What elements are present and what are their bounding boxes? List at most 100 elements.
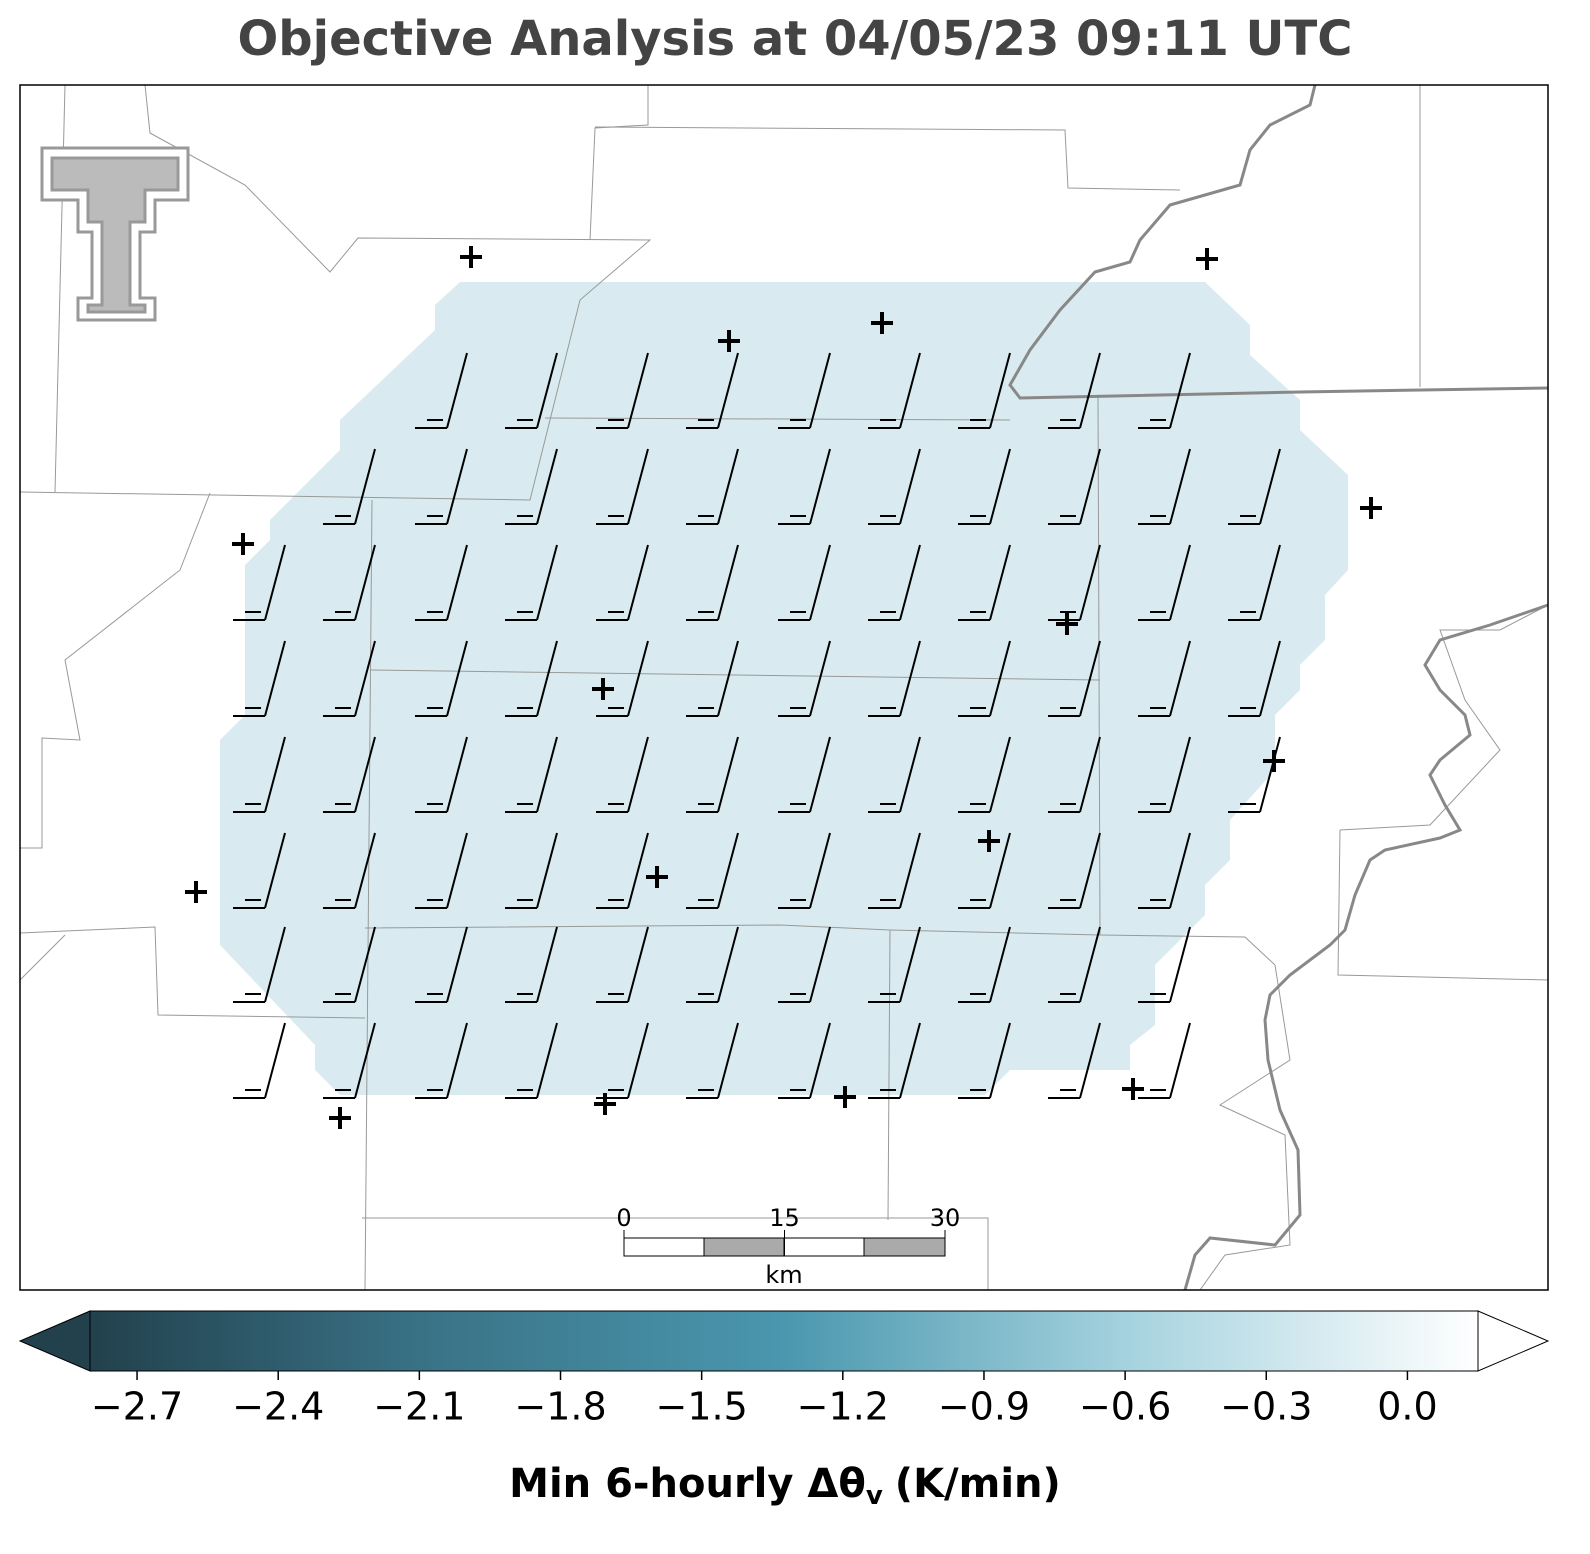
wind-barb <box>1138 832 1191 909</box>
wind-barb <box>686 736 739 813</box>
wind-barb <box>233 640 286 717</box>
county-lines <box>19 84 1549 1291</box>
colorbar-label: Min 6-hourly Δθv (K/min) <box>509 1461 1061 1511</box>
wind-barb <box>233 926 286 1003</box>
county-line <box>362 1217 989 1290</box>
wind-barb <box>505 640 558 717</box>
wind-barb <box>686 832 739 909</box>
station-marker <box>718 330 740 352</box>
wind-barb <box>323 640 376 717</box>
county-line <box>1097 394 1101 936</box>
county-line <box>887 929 891 1221</box>
wind-barb <box>1048 448 1101 525</box>
wind-barb <box>505 352 558 429</box>
wind-barb <box>778 832 831 909</box>
wind-barb <box>778 736 831 813</box>
colorbar-tick-label: −1.2 <box>797 1385 889 1429</box>
scale-segment <box>783 1237 865 1257</box>
wind-barb <box>323 1022 376 1099</box>
wind-barb <box>323 926 376 1003</box>
wind-barb <box>868 544 921 621</box>
wind-barb <box>505 832 558 909</box>
wind-barb <box>1048 736 1101 813</box>
wind-barb <box>415 926 468 1003</box>
station-marker <box>185 881 207 903</box>
wind-barb <box>505 736 558 813</box>
state-line <box>1008 84 1549 400</box>
wind-barb <box>686 926 739 1003</box>
colorbar-extend-high <box>1477 1310 1550 1372</box>
station-marker <box>1360 497 1382 519</box>
wind-barb <box>233 544 286 621</box>
station-marker <box>1122 1078 1144 1100</box>
wind-barb <box>233 832 286 909</box>
county-line <box>589 85 649 241</box>
wind-barb <box>415 640 468 717</box>
wind-barb <box>778 352 831 429</box>
label-units: (K/min) <box>895 1461 1061 1507</box>
wind-barb <box>1228 736 1281 813</box>
wind-barb <box>958 352 1011 429</box>
wind-barb <box>596 736 649 813</box>
wind-barb <box>1048 832 1101 909</box>
wind-barb <box>596 544 649 621</box>
station-marker <box>871 312 893 334</box>
county-line <box>1199 964 1291 1291</box>
wind-barb <box>505 544 558 621</box>
wind-barb <box>868 1022 921 1099</box>
wind-barb <box>686 544 739 621</box>
county-line <box>544 417 1011 421</box>
scale-tick-label: 0 <box>616 1204 631 1232</box>
wind-barb <box>958 736 1011 813</box>
county-line <box>19 934 66 981</box>
wind-barb <box>778 640 831 717</box>
station-marker <box>592 678 614 700</box>
wind-barb <box>505 448 558 525</box>
wind-barb <box>778 544 831 621</box>
scale-tick-label: 15 <box>769 1204 800 1232</box>
wind-barb <box>596 448 649 525</box>
wind-barb <box>958 832 1011 909</box>
wind-barb <box>778 1022 831 1099</box>
station-marker <box>978 830 1000 852</box>
wind-barb <box>415 1022 468 1099</box>
wind-barb <box>233 1022 286 1099</box>
colorbar-tick-label: −1.8 <box>514 1385 606 1429</box>
county-line <box>364 924 1276 966</box>
wind-barb <box>596 926 649 1003</box>
wind-barb <box>596 1022 649 1099</box>
colorbar-tick-label: −0.9 <box>938 1385 1030 1429</box>
label-main: Min 6-hourly Δθ <box>509 1461 866 1507</box>
station-marker <box>460 246 482 268</box>
wind-barb <box>868 448 921 525</box>
map: km 0 15 30 <box>19 84 1549 1291</box>
map-frame <box>19 84 1549 1291</box>
colorbar-tick-label: −2.1 <box>373 1385 465 1429</box>
colorbar-tick-label: −0.3 <box>1220 1385 1312 1429</box>
logo <box>40 146 190 322</box>
station-marker <box>594 1093 616 1115</box>
station-marker <box>1056 613 1078 635</box>
state-lines <box>1008 84 1549 1291</box>
wind-barb <box>868 640 921 717</box>
logo-fill <box>50 156 180 314</box>
wind-barb <box>1048 352 1101 429</box>
station-marker <box>232 533 254 555</box>
wind-barb <box>415 448 468 525</box>
title: Objective Analysis at 04/05/23 09:11 UTC <box>238 11 1353 67</box>
colorbar-tick-label: −2.4 <box>232 1385 324 1429</box>
wind-barb <box>868 352 921 429</box>
wind-barbs <box>233 352 1281 1099</box>
scale-segment <box>863 1237 946 1257</box>
wind-barb <box>596 640 649 717</box>
wind-barb <box>505 1022 558 1099</box>
county-line <box>19 926 366 1019</box>
wind-barb <box>415 352 468 429</box>
wind-barb <box>1048 544 1101 621</box>
scale-unit: km <box>765 1261 802 1289</box>
wind-barb <box>1138 1022 1191 1099</box>
colorbar: −2.7 −2.4 −2.1 −1.8 −1.5 −1.2 −0.9 −0.6 −0.3 0.0 <box>18 1310 1550 1429</box>
county-line <box>369 669 1101 681</box>
wind-barb <box>868 736 921 813</box>
